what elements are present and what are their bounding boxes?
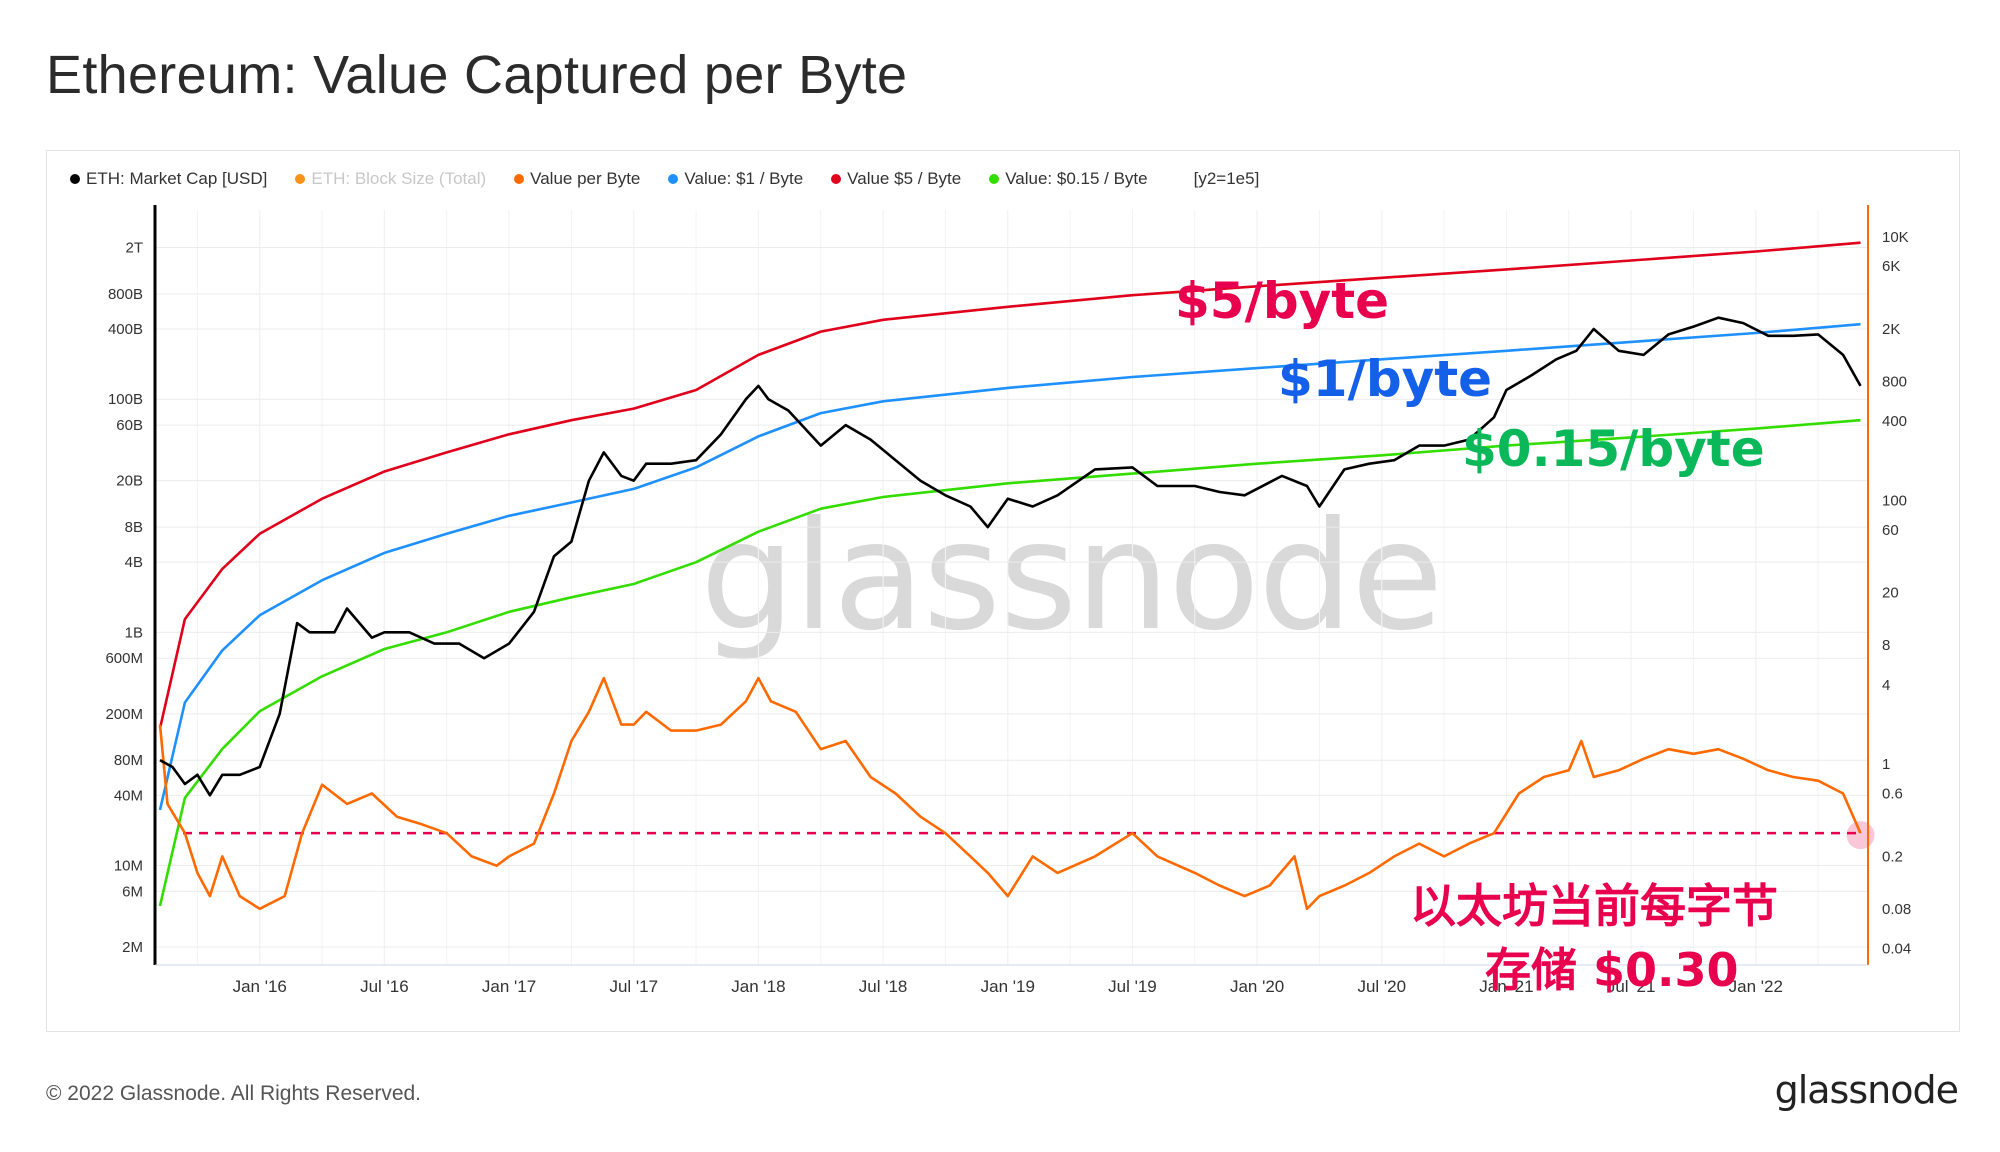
series-line-value-per-byte [158, 676, 1862, 911]
series-line-value-5-byte [158, 241, 1861, 729]
legend-item-value-per-byte[interactable]: Value per Byte [514, 169, 640, 189]
y-right-tick-label: 2K [1882, 321, 1900, 338]
y-right-tick-label: 100 [1882, 493, 1907, 510]
y-right-tick-label: 6K [1882, 258, 1900, 275]
legend-label: Value $5 / Byte [847, 169, 962, 188]
chart-series [158, 241, 1875, 911]
y-left-tick-label: 60B [116, 417, 143, 434]
y-right-tick-label: 1 [1882, 756, 1890, 773]
y-right-tick-label: 4 [1882, 677, 1890, 694]
legend-label: ETH: Market Cap [USD] [86, 169, 268, 188]
y-left-tick-label: 100B [108, 391, 143, 408]
x-tick-label: Jan '17 [482, 977, 536, 996]
legend-label: Value: $0.15 / Byte [1005, 169, 1148, 188]
legend-item-market-cap[interactable]: ETH: Market Cap [USD] [70, 169, 267, 189]
current-value-marker [1846, 821, 1875, 850]
legend-dot-icon [295, 174, 306, 184]
y-left-tick-label: 8B [125, 519, 143, 536]
x-tick-label: Jan '22 [1729, 977, 1783, 996]
x-tick-label: Jan '21 [1479, 977, 1533, 996]
legend-item-block-size[interactable]: ETH: Block Size (Total) [295, 169, 486, 189]
series-line-value-1-byte [158, 322, 1861, 811]
annotation-5-byte: $5/byte [1175, 272, 1390, 330]
y-left-tick-label: 20B [116, 473, 143, 490]
chart-legend: ETH: Market Cap [USD] ETH: Block Size (T… [70, 168, 1259, 190]
x-tick-label: Jan '18 [731, 977, 785, 996]
y-left-tick-label: 80M [114, 752, 143, 769]
y-right-tick-label: 60 [1882, 522, 1899, 539]
legend-dot-icon [989, 174, 1000, 184]
x-tick-label: Jan '19 [981, 977, 1035, 996]
legend-dot-icon [514, 174, 525, 184]
y-right-tick-label: 0.2 [1882, 848, 1903, 865]
x-tick-label: Jan '20 [1230, 977, 1284, 996]
y-left-tick-label: 6M [122, 883, 143, 900]
y-left-tick-label: 40M [114, 787, 143, 804]
legend-label: Value: $1 / Byte [684, 169, 804, 188]
page-title: Ethereum: Value Captured per Byte [46, 45, 908, 105]
legend-dot-icon [70, 174, 80, 184]
footer-logo[interactable]: glassnode [1774, 1068, 1959, 1112]
x-tick-label: Jul '16 [360, 977, 409, 996]
y-left-tick-label: 4B [125, 554, 143, 571]
y-left-tick-label: 1B [125, 624, 143, 641]
y-left-tick-label: 2M [122, 939, 143, 956]
footer-copyright: © 2022 Glassnode. All Rights Reserved. [46, 1082, 422, 1105]
y-left-tick-label: 200M [105, 706, 143, 723]
x-tick-label: Jul '18 [859, 977, 908, 996]
y-left-tick-label: 800B [108, 286, 143, 303]
y-right-tick-label: 0.08 [1882, 901, 1911, 918]
chart-grid [155, 210, 1868, 965]
legend-label: Value per Byte [530, 169, 641, 188]
y-right-tick-label: 400 [1882, 413, 1907, 430]
y-right-tick-label: 0.04 [1882, 941, 1911, 958]
legend-label: ETH: Block Size (Total) [311, 169, 487, 188]
annotation-cn-line2: 存储 $0.30 [1485, 943, 1739, 997]
x-tick-label: Jul '21 [1607, 977, 1656, 996]
legend-item-value-015-byte[interactable]: Value: $0.15 / Byte [989, 169, 1148, 189]
x-tick-label: Jul '17 [609, 977, 658, 996]
legend-dot-icon [668, 174, 679, 184]
y-right-tick-label: 800 [1882, 374, 1907, 391]
y-left-tick-label: 2T [125, 240, 143, 257]
annotation-015-byte: $0.15/byte [1462, 420, 1765, 478]
legend-dot-icon [831, 174, 842, 184]
series-line-eth-market-cap-usd [159, 316, 1862, 797]
x-tick-label: Jul '19 [1108, 977, 1157, 996]
annotation-cn-line1: 以太坊当前每字节 [1410, 879, 1778, 933]
y-right-tick-label: 0.6 [1882, 785, 1903, 802]
annotation-1-byte: $1/byte [1278, 350, 1493, 408]
legend-item-value-1-byte[interactable]: Value: $1 / Byte [668, 169, 803, 189]
y-left-tick-label: 600M [105, 650, 143, 667]
chart-frame [46, 150, 1960, 1032]
legend-y2-note: [y2=1e5] [1193, 169, 1260, 188]
x-tick-label: Jan '16 [233, 977, 287, 996]
y-right-tick-label: 8 [1882, 637, 1890, 654]
legend-item-value-5-byte[interactable]: Value $5 / Byte [831, 169, 961, 189]
y-left-tick-label: 10M [114, 857, 143, 874]
x-tick-label: Jul '20 [1357, 977, 1406, 996]
chart-axes: 2T 800B 400B 100B 60B 20B 8B 4B 1B 600M 200M 80M 40M… [105, 205, 1911, 996]
series-line-value-0-15-byte [158, 418, 1861, 907]
y-left-tick-label: 400B [108, 321, 143, 338]
y-right-tick-label: 20 [1882, 585, 1899, 602]
y-right-tick-label: 10K [1882, 229, 1909, 246]
